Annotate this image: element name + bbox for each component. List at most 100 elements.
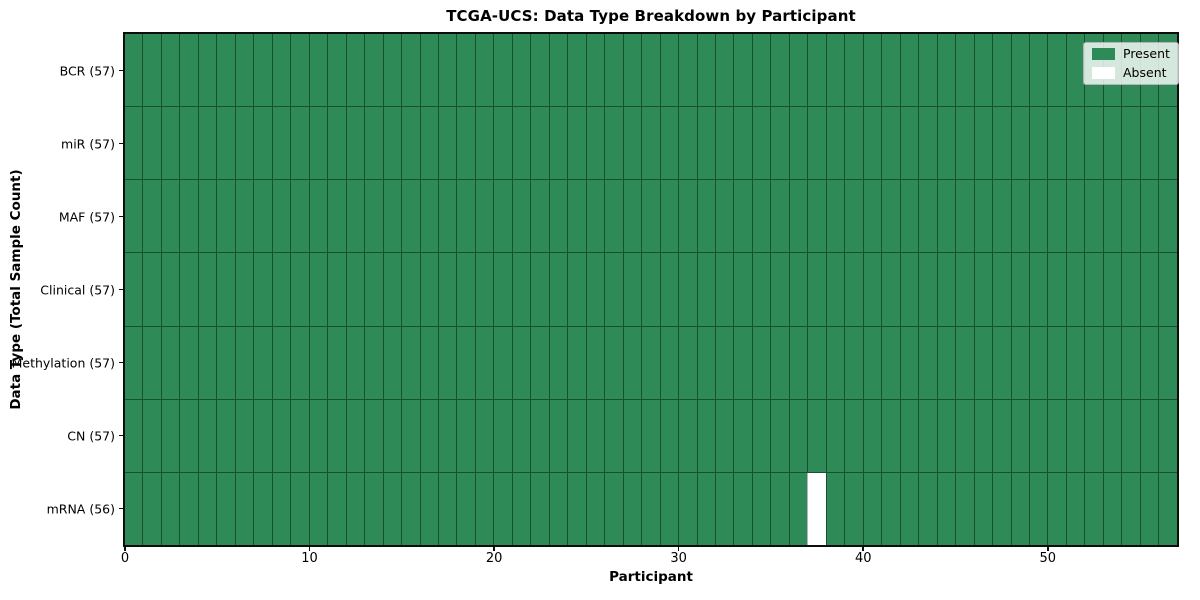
heatmap-cell — [253, 34, 272, 107]
heatmap-cell — [1028, 34, 1048, 107]
heatmap-cell — [253, 180, 272, 253]
heatmap-cell — [844, 399, 863, 472]
heatmap-cell — [401, 326, 420, 399]
x-tick-label: 30 — [670, 551, 687, 566]
heatmap-cell — [1028, 180, 1048, 253]
heatmap-cell — [862, 34, 882, 107]
heatmap-cell — [733, 180, 752, 253]
heatmap-cell — [955, 253, 974, 326]
legend: Present Absent — [1083, 42, 1179, 85]
heatmap-cell — [308, 326, 328, 399]
heatmap-cell — [770, 107, 789, 180]
y-tick-label: mRNA (56) — [46, 501, 115, 516]
heatmap-cell — [327, 180, 346, 253]
heatmap-cell — [179, 180, 198, 253]
heatmap-cell — [567, 326, 586, 399]
heatmap-cell — [327, 326, 346, 399]
heatmap-cell — [641, 34, 660, 107]
heatmap-cell — [992, 34, 1011, 107]
heatmap-cell — [567, 34, 586, 107]
heatmap-cell — [1010, 107, 1029, 180]
heatmap-cell — [271, 107, 291, 180]
heatmap-cell — [936, 107, 956, 180]
heatmap-cell — [1102, 180, 1122, 253]
heatmap-cell — [382, 326, 402, 399]
heatmap-cell — [160, 472, 180, 545]
y-tick-mark — [119, 507, 123, 510]
y-tick-mark — [119, 69, 123, 72]
heatmap-cell — [364, 472, 383, 545]
heatmap-cell — [290, 34, 309, 107]
heatmap-cell — [973, 180, 993, 253]
heatmap-cell — [585, 253, 605, 326]
heatmap-cell — [881, 180, 900, 253]
heatmap-cell — [493, 399, 512, 472]
heatmap-cell — [271, 180, 291, 253]
heatmap-cell — [622, 34, 642, 107]
heatmap-cell — [548, 107, 568, 180]
heatmap-cell — [1102, 253, 1122, 326]
heatmap-cell — [234, 253, 254, 326]
heatmap-cell — [271, 34, 291, 107]
heatmap-cell — [474, 180, 494, 253]
heatmap-cell — [825, 180, 845, 253]
heatmap-cell — [567, 107, 586, 180]
heatmap-cell — [844, 34, 863, 107]
heatmap-cell — [308, 34, 328, 107]
heatmap-cell — [160, 34, 180, 107]
heatmap-cell — [493, 326, 512, 399]
heatmap-cell — [493, 472, 512, 545]
heatmap-cell — [493, 34, 512, 107]
heatmap-cell — [1121, 107, 1140, 180]
heatmap-cell — [142, 472, 161, 545]
heatmap-cell — [253, 107, 272, 180]
heatmap-cell — [382, 399, 402, 472]
heatmap-cell — [1158, 399, 1177, 472]
heatmap-cell — [364, 34, 383, 107]
heatmap-cell — [530, 34, 549, 107]
heatmap-cell — [179, 107, 198, 180]
heatmap-cell — [678, 253, 697, 326]
heatmap-cell — [936, 326, 956, 399]
heatmap-cell — [530, 472, 549, 545]
heatmap-cell — [345, 472, 365, 545]
heatmap-cell — [253, 326, 272, 399]
heatmap-cell — [733, 326, 752, 399]
heatmap-cell — [456, 326, 475, 399]
heatmap-cell — [1084, 326, 1103, 399]
heatmap-cell — [585, 326, 605, 399]
heatmap-cell — [548, 34, 568, 107]
heatmap-cell — [511, 326, 531, 399]
heatmap-cell — [1047, 472, 1066, 545]
heatmap-cell — [456, 399, 475, 472]
heatmap-cell — [160, 326, 180, 399]
heatmap-cell — [881, 472, 900, 545]
heatmap-cell — [807, 180, 826, 253]
heatmap-cell — [862, 180, 882, 253]
heatmap-cell — [1121, 253, 1140, 326]
heatmap-cell — [437, 34, 457, 107]
heatmap-cell — [696, 472, 715, 545]
heatmap-cell — [548, 326, 568, 399]
heatmap-cell — [715, 472, 734, 545]
heatmap-cell — [696, 399, 715, 472]
heatmap-cell — [992, 472, 1011, 545]
heatmap-cell — [253, 399, 272, 472]
heatmap-cell — [973, 399, 993, 472]
chart-title: TCGA-UCS: Data Type Breakdown by Partici… — [446, 7, 856, 25]
heatmap-cell — [511, 399, 531, 472]
heatmap-cell — [142, 253, 161, 326]
heatmap-cell — [197, 253, 217, 326]
heatmap-cell — [271, 326, 291, 399]
heatmap-cell — [751, 107, 771, 180]
heatmap-cell — [751, 472, 771, 545]
heatmap-cell — [955, 34, 974, 107]
heatmap-cell — [382, 253, 402, 326]
heatmap-cell — [604, 399, 623, 472]
heatmap-cell — [1158, 180, 1177, 253]
heatmap-cell — [1139, 107, 1159, 180]
heatmap-cell — [992, 253, 1011, 326]
heatmap-cell — [788, 180, 808, 253]
heatmap-cell — [530, 326, 549, 399]
